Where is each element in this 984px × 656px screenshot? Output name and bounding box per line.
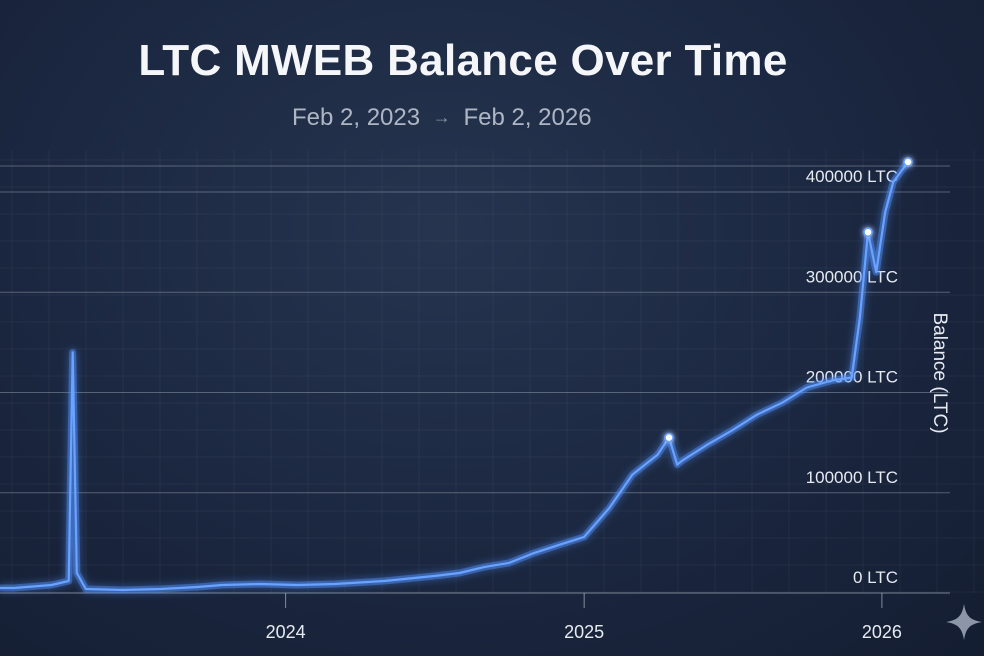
y-axis-title: Balance (LTC) [929,312,950,433]
series-line [0,161,909,592]
y-tick-label: 400000 LTC [806,167,898,186]
x-tick-label: 2025 [564,622,604,642]
highlight-point [903,157,913,167]
x-tick-label: 2026 [862,622,902,642]
y-tick-label: 0 LTC [853,568,898,587]
y-tick-label: 100000 LTC [806,468,898,487]
chart-title: LTC MWEB Balance Over Time [138,36,788,85]
major-grid [0,165,950,594]
y-tick-label: 300000 LTC [806,267,898,286]
x-tick-label: 2024 [266,622,306,642]
date-range-start: Feb 2, 2023 [292,104,421,131]
sparkle-icon [946,604,982,640]
arrow-right-icon: → [432,107,451,127]
highlight-point [664,432,674,443]
date-range-subtitle: Feb 2, 2023 → Feb 2, 2026 [292,104,592,132]
minor-grid [0,150,984,593]
x-axis: 2024 2025 2026 [266,593,902,642]
series-layer [0,157,913,594]
date-range-end: Feb 2, 2026 [463,104,592,131]
highlight-point [863,227,873,237]
